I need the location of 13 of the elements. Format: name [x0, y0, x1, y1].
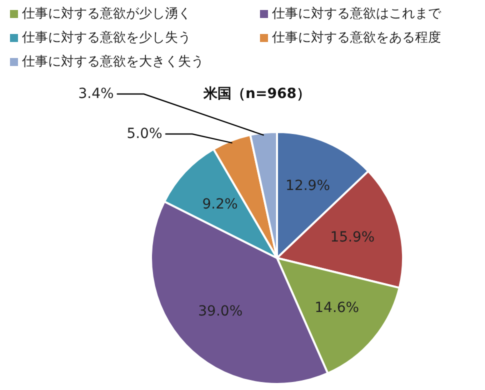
data-label: 15.9%: [330, 230, 375, 246]
data-label: 39.0%: [198, 304, 243, 320]
data-label: 9.2%: [202, 196, 238, 212]
text: 米国（n=968）: [202, 86, 310, 102]
legend-label: 仕事に対する意欲を大きく失う: [21, 54, 204, 70]
legend-label: 仕事に対する意欲を少し失う: [21, 30, 191, 46]
data-label: 14.6%: [314, 300, 360, 316]
legend-label: 仕事に対する意欲をある程度: [271, 30, 441, 46]
data-label: 5.0%: [126, 126, 162, 142]
data-label: 3.4%: [78, 86, 114, 102]
legend-label: 仕事に対する意欲はこれまで: [271, 6, 442, 22]
data-label: 12.9%: [286, 178, 330, 194]
legend-label: 仕事に対する意欲が少し湧く: [21, 6, 191, 22]
